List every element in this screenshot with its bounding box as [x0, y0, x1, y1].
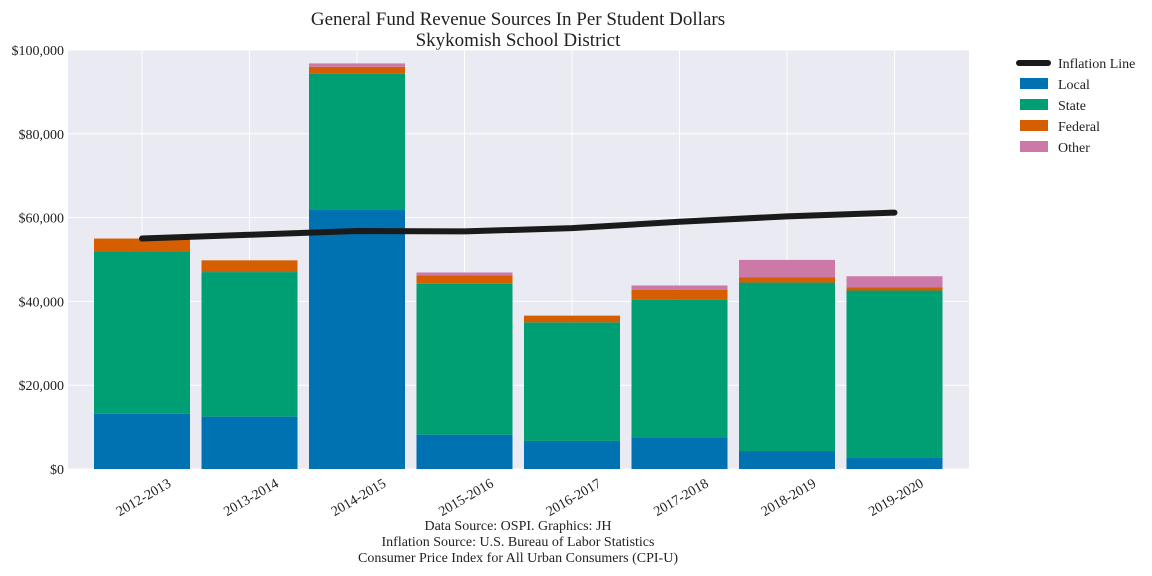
bars — [94, 63, 943, 469]
y-tick-label-1: $20,000 — [19, 379, 65, 394]
chart-subtitle: Skykomish School District — [416, 30, 622, 51]
bar-federal-2014-2015 — [309, 66, 405, 74]
bar-state-2015-2016 — [416, 283, 513, 435]
legend-label-local: Local — [1058, 78, 1090, 93]
y-tick-label-4: $80,000 — [19, 128, 65, 143]
caption-data-source: Data Source: OSPI. Graphics: JH — [424, 519, 611, 534]
bar-state-2016-2017 — [524, 322, 620, 441]
x-tick-label-6: 2018-2019 — [759, 476, 819, 519]
bar-local-2016-2017 — [524, 440, 620, 469]
x-tick-label-3: 2015-2016 — [436, 476, 496, 519]
legend-label-state: State — [1058, 99, 1086, 114]
bar-local-2012-2013 — [94, 413, 190, 469]
bar-federal-2016-2017 — [524, 315, 620, 323]
legend-label-other: Other — [1058, 141, 1090, 156]
y-axis-ticks: $0 $20,000 $40,000 $60,000 $80,000 $100,000 — [12, 44, 65, 478]
caption-inflation-source: Inflation Source: U.S. Bureau of Labor S… — [382, 535, 655, 550]
bar-federal-2018-2019 — [739, 277, 835, 283]
legend-swatch-state — [1020, 99, 1048, 110]
bar-state-2017-2018 — [631, 299, 728, 438]
bar-federal-2017-2018 — [631, 289, 728, 300]
bar-local-2013-2014 — [201, 416, 298, 469]
bar-federal-2012-2013 — [94, 238, 190, 252]
legend-swatch-federal — [1020, 120, 1048, 131]
y-tick-label-2: $40,000 — [19, 295, 65, 310]
x-tick-label-5: 2017-2018 — [651, 476, 711, 519]
bar-local-2019-2020 — [846, 457, 943, 469]
bar-state-2013-2014 — [201, 272, 298, 417]
caption-cpi: Consumer Price Index for All Urban Consu… — [358, 551, 678, 566]
bar-state-2014-2015 — [309, 73, 405, 210]
x-tick-label-1: 2013-2014 — [221, 476, 281, 519]
y-tick-label-0: $0 — [50, 463, 64, 478]
y-tick-label-3: $60,000 — [19, 212, 65, 227]
bar-state-2018-2019 — [739, 282, 835, 451]
bar-state-2019-2020 — [846, 290, 943, 458]
bar-federal-2013-2014 — [201, 260, 298, 273]
chart-title: General Fund Revenue Sources In Per Stud… — [311, 9, 725, 30]
bar-other-2015-2016 — [416, 272, 513, 276]
bar-federal-2015-2016 — [416, 275, 513, 284]
bar-local-2017-2018 — [631, 437, 728, 469]
y-tick-label-5: $100,000 — [12, 44, 65, 59]
legend: Inflation Line Local State Federal Other — [1016, 57, 1135, 156]
x-axis-ticks: 2012-2013 2013-2014 2014-2015 2015-2016 2016… — [114, 476, 927, 519]
x-tick-label-0: 2012-2013 — [114, 476, 174, 519]
legend-label-federal: Federal — [1058, 120, 1100, 135]
x-tick-label-2: 2014-2015 — [329, 476, 389, 519]
bar-other-2019-2020 — [846, 276, 943, 288]
bar-local-2015-2016 — [416, 434, 513, 469]
bar-local-2018-2019 — [739, 450, 835, 469]
bar-local-2014-2015 — [309, 209, 405, 469]
x-tick-label-7: 2019-2020 — [866, 476, 926, 519]
bar-other-2017-2018 — [631, 285, 728, 290]
legend-swatch-local — [1020, 78, 1048, 89]
legend-label-inflation: Inflation Line — [1058, 57, 1135, 72]
bar-state-2012-2013 — [94, 251, 190, 414]
bar-other-2014-2015 — [309, 63, 405, 67]
legend-swatch-other — [1020, 141, 1048, 152]
bar-other-2018-2019 — [739, 259, 835, 278]
inflation-line — [139, 209, 898, 242]
x-tick-label-4: 2016-2017 — [544, 476, 604, 519]
bar-federal-2019-2020 — [846, 287, 943, 291]
